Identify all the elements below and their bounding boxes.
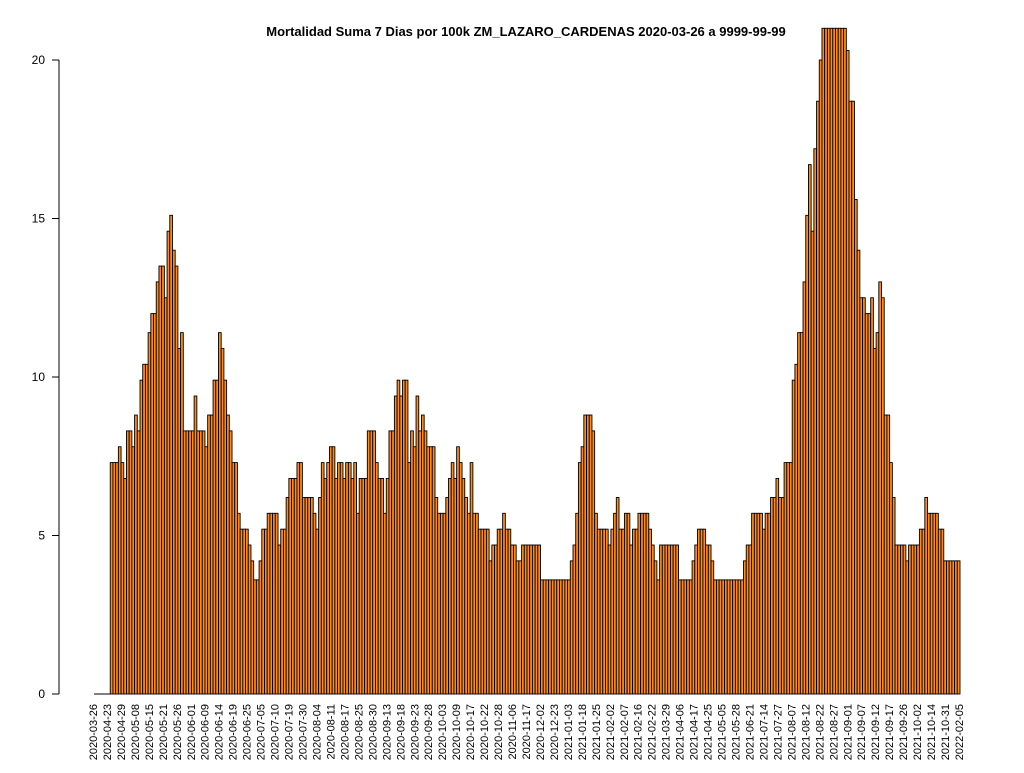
x-tick-label: 2021-01-03: [563, 704, 575, 760]
x-tick-label: 2021-04-25: [703, 704, 715, 760]
x-tick-label: 2021-02-02: [605, 704, 617, 760]
x-tick-label: 2020-11-17: [521, 704, 533, 759]
x-tick-label: 2021-04-06: [675, 704, 687, 760]
y-tick-label: 0: [38, 687, 45, 701]
x-tick-label: 2021-08-22: [814, 704, 826, 760]
x-tick-label: 2020-05-08: [130, 704, 142, 760]
x-tick-label: 2020-09-13: [381, 704, 393, 760]
x-tick-label: 2022-02-05: [954, 704, 966, 760]
x-tick-label: 2021-01-18: [577, 704, 589, 760]
x-tick-label: 2020-05-26: [172, 704, 184, 760]
x-tick-label: 2020-03-26: [88, 704, 100, 760]
x-tick-label: 2020-08-04: [311, 704, 323, 760]
x-tick-label: 2021-09-07: [856, 704, 868, 760]
x-tick-label: 2021-09-12: [870, 704, 882, 760]
x-tick-label: 2020-07-10: [270, 704, 282, 760]
x-tick-label: 2021-09-26: [898, 704, 910, 760]
x-tick-label: 2020-10-22: [479, 704, 491, 760]
x-tick-label: 2020-08-25: [353, 704, 365, 760]
x-tick-label: 2020-11-06: [507, 704, 519, 759]
x-tick-label: 2021-08-07: [786, 704, 798, 760]
x-tick-label: 2020-08-30: [367, 704, 379, 760]
x-tick-label: 2021-07-14: [758, 704, 770, 760]
y-tick-label: 20: [32, 53, 46, 67]
x-tick-label: 2021-08-27: [828, 704, 840, 760]
x-tick-label: 2021-10-31: [940, 704, 952, 760]
x-tick-label: 2020-10-17: [465, 704, 477, 760]
bars-group: [94, 27, 961, 695]
y-tick-label: 10: [32, 370, 46, 384]
x-tick-label: 2020-08-17: [339, 704, 351, 760]
x-tick-label: 2021-05-05: [717, 704, 729, 760]
x-tick-label: 2020-06-01: [186, 704, 198, 760]
x-tick-label: 2020-08-11: [325, 704, 337, 759]
y-tick-label: 15: [32, 212, 46, 226]
x-tick-label: 2020-04-23: [102, 704, 114, 760]
x-tick-label: 2020-05-21: [158, 704, 170, 760]
x-tick-label: 2021-02-22: [647, 704, 659, 760]
x-tick-label: 2020-10-03: [437, 704, 449, 760]
x-tick-label: 2020-07-05: [256, 704, 268, 760]
y-axis: 0 5 10 15 20: [32, 53, 60, 701]
x-tick-label: 2021-09-17: [884, 704, 896, 760]
x-tick-label: 2021-09-01: [842, 704, 854, 760]
x-tick-label: 2020-05-15: [144, 704, 156, 760]
x-tick-label: 2020-09-28: [423, 704, 435, 760]
x-tick-label: 2020-04-29: [116, 704, 128, 760]
x-axis: 2020-03-26 2020-04-23 2020-04-29 2020-05-08…: [88, 704, 966, 760]
x-tick-label: 2020-07-30: [298, 704, 310, 760]
bar-319: [956, 560, 961, 695]
x-tick-label: 2021-01-25: [591, 704, 603, 760]
x-tick-label: 2020-06-14: [214, 704, 226, 760]
x-tick-label: 2020-09-18: [395, 704, 407, 760]
x-tick-label: 2020-06-09: [200, 704, 212, 760]
x-tick-label: 2021-07-27: [772, 704, 784, 760]
x-tick-label: 2021-04-17: [689, 704, 701, 760]
x-tick-label: 2020-10-09: [451, 704, 463, 760]
x-tick-label: 2020-12-23: [549, 704, 561, 760]
x-tick-label: 2020-12-02: [535, 704, 547, 760]
x-tick-label: 2021-02-16: [633, 704, 645, 760]
x-tick-label: 2021-06-21: [744, 704, 756, 760]
x-tick-label: 2021-10-14: [926, 704, 938, 760]
x-tick-label: 2021-03-29: [661, 704, 673, 760]
x-tick-label: 2020-06-19: [228, 704, 240, 760]
x-tick-label: 2021-02-07: [619, 704, 631, 760]
x-tick-label: 2020-07-19: [284, 704, 296, 760]
x-tick-label: 2021-10-02: [912, 704, 924, 760]
x-tick-label: 2021-05-28: [731, 704, 743, 760]
chart-title: Mortalidad Suma 7 Dias por 100k ZM_LAZAR…: [266, 24, 785, 39]
y-tick-label: 5: [38, 529, 45, 543]
x-tick-label: 2021-08-12: [800, 704, 812, 760]
x-tick-label: 2020-09-23: [409, 704, 421, 760]
x-tick-label: 2020-10-28: [493, 704, 505, 760]
x-tick-label: 2020-06-25: [242, 704, 254, 760]
